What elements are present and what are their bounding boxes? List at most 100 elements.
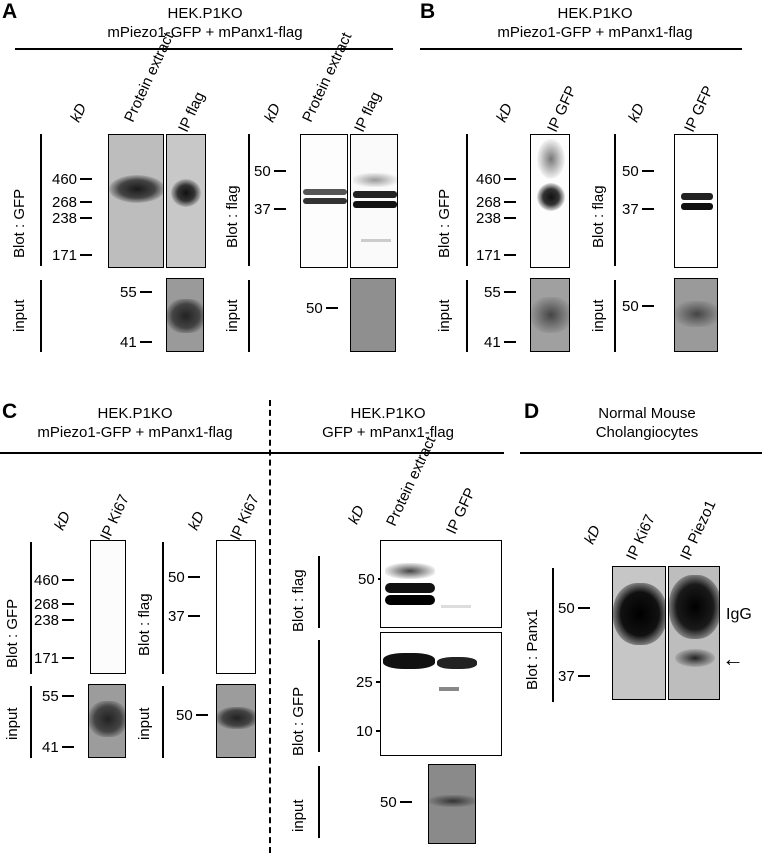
kd-label: kD [185,508,209,533]
lane-label-ip-gfp: IP GFP [681,83,718,135]
marker-label: 238 [34,611,60,629]
band [675,649,715,667]
marker-238: 238 [34,611,75,629]
marker-tick [641,170,654,172]
kd-label: kD [261,100,285,125]
blot-image-ip-piezo1-panx1 [668,566,720,700]
marker-tick [61,746,74,748]
marker-tick [80,201,93,203]
lane-label-protein-extract: Protein extract [299,30,355,125]
blot-bracket [552,568,554,702]
blot-bracket [30,542,32,674]
marker-label: 460 [476,170,502,188]
marker-41: 41 [484,333,516,351]
marker-tick [641,208,654,210]
input-label: input [224,299,241,332]
marker-tick [139,291,152,293]
input-image-gfp [166,278,204,352]
marker-label: 50 [622,162,639,180]
band [353,201,397,208]
marker-label: 460 [52,170,78,188]
band [385,595,435,605]
blot-label-flag: Blot : flag [590,185,607,248]
input-label: input [11,299,28,332]
panel-b-header-line2: mPiezo1-GFP + mPanx1-flag [497,24,693,41]
blot-label-gfp: Blot : GFP [11,188,28,258]
input-bracket [40,280,42,352]
blot-image-ip-ki67-panx1 [612,566,666,700]
marker-label: 238 [52,209,78,227]
input-image-gfp [530,278,570,352]
blot-label-gfp: Blot : GFP [290,686,307,756]
marker-tick [187,576,200,578]
blot-image-ip-ki67-gfp [90,540,126,674]
marker-238: 238 [52,209,93,227]
band [681,193,713,200]
lane-label-ip-ki67: IP Ki67 [97,491,133,543]
lane-label-protein-extract: Protein extract [383,433,440,529]
blot-bracket [40,134,42,266]
marker-tick [273,170,286,172]
lane-label-ip-flag: IP flag [351,89,385,135]
blot-label-gfp: Blot : GFP [436,188,453,258]
band [441,605,471,608]
input-bracket [30,686,32,758]
input-bracket [248,280,250,352]
band [531,297,569,333]
panel-a-header-line1: HEK.P1KO [167,5,243,22]
marker-label: 37 [622,200,639,218]
panel-c-left-header-line2: mPiezo1-GFP + mPanx1-flag [37,424,233,441]
band [353,173,397,187]
marker-tick [504,178,517,180]
marker-268: 268 [34,595,75,613]
marker-50: 50 [306,299,338,317]
panel-letter-c: C [2,400,18,423]
panel-a-header-line2: mPiezo1-GFP + mPanx1-flag [107,24,303,41]
blot-image-ip-ki67-flag [216,540,256,674]
marker-41: 41 [42,738,74,756]
panel-b-header-rule [420,48,742,50]
marker-238: 238 [476,209,517,227]
marker-label: 268 [34,595,60,613]
marker-label: 37 [558,667,575,685]
marker-tick [80,217,93,219]
marker-460: 460 [34,571,75,589]
panel-d-header-line2: Cholangiocytes [595,424,699,441]
lane-label-ip-gfp: IP GFP [544,83,581,135]
blot-image-protein-extract-flag [300,134,348,268]
marker-50: 50 [622,297,654,315]
panel-letter-d: D [524,400,540,423]
marker-50: 50 [558,599,590,617]
band [89,701,125,737]
lane-label-text: Protein extract [383,433,440,529]
band [353,191,397,198]
panel-b-header-line1: HEK.P1KO [557,5,633,22]
band [613,583,665,645]
igg-label: IgG [726,606,752,623]
input-bracket [162,686,164,758]
panel-c-left-header-line1: HEK.P1KO [97,405,173,422]
band [681,203,713,210]
marker-41: 41 [120,333,152,351]
panel-d-header-line1: Normal Mouse [598,405,696,422]
marker-label: 50 [358,570,375,588]
marker-55: 55 [484,283,516,301]
panel-c-right-header-line2: GFP + mPanx1-flag [322,424,454,441]
kd-label: kD [51,508,75,533]
band [537,183,565,211]
blot-image-protein-extract-gfp [108,134,164,268]
lane-label-ip-gfp: IP GFP [443,485,480,537]
input-label: input [136,707,153,740]
marker-tick [80,178,93,180]
marker-label: 50 [306,299,323,317]
marker-label: 238 [476,209,502,227]
input-image-flag [350,278,396,352]
marker-label: 10 [356,722,373,740]
panel-letter-b: B [420,0,436,23]
input-image-gfp [88,684,126,758]
marker-label: 171 [476,246,502,264]
marker-268: 268 [52,193,93,211]
input-label: input [436,299,453,332]
marker-tick [187,615,200,617]
kd-label: kD [625,100,649,125]
